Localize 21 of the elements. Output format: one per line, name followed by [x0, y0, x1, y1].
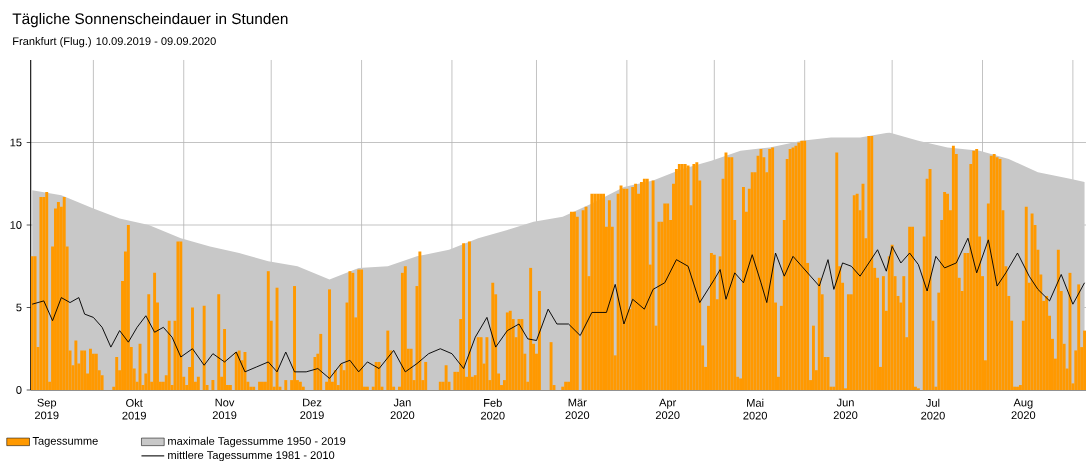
y-tick-label: 10	[10, 221, 22, 229]
x-tick-label: Jun 2020	[833, 398, 858, 420]
x-tick-label: Aug 2020	[1011, 398, 1036, 420]
chart-subtitle: Frankfurt (Flug.) 10.09.2019 - 09.09.2020	[13, 36, 216, 48]
legend-label: Tagessumme	[32, 437, 98, 447]
y-tick-label: 0	[16, 386, 22, 394]
x-tick-label: Jul 2020	[921, 398, 945, 420]
y-tick-label: 15	[10, 138, 22, 147]
x-tick-label: Sep 2019	[34, 398, 59, 420]
x-tick-label: Mai 2020	[743, 398, 768, 420]
x-tick-label: Jan 2020	[390, 398, 415, 420]
x-tick-label: Mär 2020	[565, 398, 590, 420]
x-tick-label: Dez 2019	[300, 398, 324, 420]
x-tick-label: Okt 2019	[122, 398, 146, 420]
legend-label: mittlere Tagessumme 1981 - 2010	[168, 450, 335, 461]
y-tick-label: 5	[16, 303, 22, 312]
legend-label: maximale Tagessumme 1950 - 2019	[168, 436, 346, 448]
chart-title: Tägliche Sonnenscheindauer in Stunden	[12, 12, 288, 28]
x-tick-label: Nov 2019	[212, 398, 237, 420]
x-tick-label: Apr 2020	[655, 398, 680, 420]
x-tick-label: Feb 2020	[481, 398, 505, 420]
